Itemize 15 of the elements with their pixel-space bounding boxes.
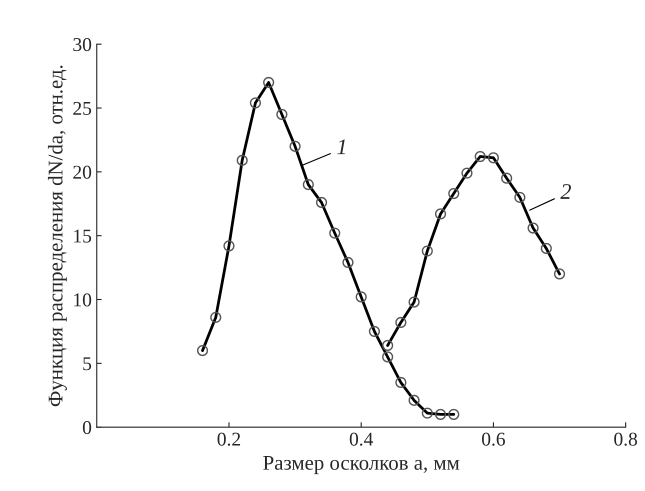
y-tick-label: 20 — [73, 166, 92, 179]
x-tick-label: 0.6 — [482, 432, 505, 446]
x-tick-label: 0.8 — [614, 432, 638, 446]
y-tick-label: 5 — [83, 357, 92, 370]
y-tick-label: 0 — [82, 420, 92, 434]
y-axis-title: Функция распределения dN/da, отн.ед. — [48, 66, 67, 406]
annotation: 2 — [560, 184, 571, 199]
y-tick-label: 30 — [73, 38, 92, 52]
y-tick-label: 25 — [73, 102, 92, 115]
y-tick-label: 15 — [74, 230, 92, 243]
x-axis-title: Размер осколков a, мм — [263, 456, 460, 474]
y-tick-label: 10 — [74, 293, 92, 306]
x-tick-label: 0.4 — [350, 432, 374, 446]
x-tick-label: 0.2 — [218, 432, 240, 446]
annotation: 1 — [337, 139, 346, 154]
